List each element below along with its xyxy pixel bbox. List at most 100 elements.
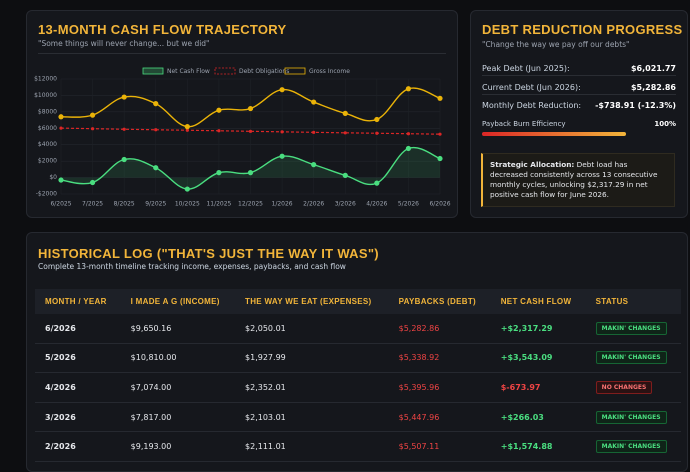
point: [247, 170, 254, 176]
table-cell: $10,810.00: [120, 343, 236, 374]
point: [342, 172, 348, 178]
point: [311, 162, 317, 168]
table-cell: 3/2026: [35, 402, 121, 433]
table-cell: $1,927.99: [235, 343, 389, 374]
table-row: 5/2026 $10,810.00 $1,927.99 $5,338.92 +$3,54…: [35, 343, 681, 374]
table-cell: $2,050.01: [235, 314, 389, 344]
point: [184, 124, 190, 130]
table-cell: +$1,574.88: [490, 431, 586, 462]
x-tick-label: 12/2025: [238, 201, 263, 208]
page: 13-MONTH CASH FLOW TRAJECTORY "Some thin…: [26, 10, 688, 472]
legend-swatch: [214, 67, 236, 75]
table-cell: $9,193.00: [120, 431, 236, 462]
y-tick-label: $6000: [38, 125, 57, 132]
debt-row: Current Debt (Jun 2026): $5,282.86: [482, 83, 676, 92]
point: [437, 95, 443, 101]
table-cell: $5,338.92: [388, 343, 491, 374]
y-tick-label: $2000: [38, 158, 57, 165]
table-cell: $7,817.00: [120, 402, 236, 433]
point: [374, 180, 380, 186]
point: [311, 99, 317, 105]
table-cell: +$3,543.09: [490, 343, 586, 374]
debt-value: $6,021.77: [630, 64, 676, 73]
point: [185, 128, 189, 132]
legend-label: Net Cash Flow: [167, 68, 210, 75]
point: [405, 145, 412, 152]
table-cell: 5/2026: [35, 343, 121, 374]
point: [89, 112, 96, 118]
point: [280, 130, 284, 134]
column-header: STATUS: [585, 289, 681, 314]
y-tick-label: $4000: [38, 141, 57, 148]
point: [374, 116, 380, 123]
legend-swatch: [142, 67, 164, 75]
point: [59, 126, 63, 130]
table-body: 6/2026 $9,650.16 $2,050.01 $5,282.86 +$2,317…: [35, 314, 681, 462]
point: [184, 186, 190, 192]
x-tick-label: 6/2025: [50, 201, 71, 208]
header-row: MONTH / YEAR I MADE A G (INCOME) THE WAY W…: [35, 289, 681, 314]
point: [343, 131, 347, 135]
debt-card: DEBT REDUCTION PROGRESS "Change the way …: [470, 10, 688, 218]
table-cell: $5,447.96: [388, 402, 491, 433]
table-cell: $2,111.01: [235, 431, 389, 462]
table-cell: $2,352.01: [235, 372, 389, 403]
point: [342, 110, 348, 116]
x-tick-label: 5/2026: [398, 201, 419, 208]
debt-title: DEBT REDUCTION PROGRESS: [482, 22, 683, 37]
point: [312, 130, 316, 134]
table-cell: 4/2026: [35, 372, 121, 403]
point: [406, 132, 411, 136]
legend-label: Gross Income: [309, 68, 350, 75]
point: [153, 165, 159, 171]
chart: -$2000 $0 $2000 $4000 $6000 $8000 $10000 $12000…: [34, 67, 451, 208]
chart-subtitle: "Some things will never change... but we…: [38, 39, 210, 48]
chart-card: 13-MONTH CASH FLOW TRAJECTORY "Some thin…: [26, 10, 458, 218]
column-header: NET CASH FLOW: [490, 289, 586, 314]
log-title: HISTORICAL LOG ("THAT'S JUST THE WAY IT …: [38, 246, 379, 261]
table-cell: $9,650.16: [120, 314, 236, 344]
point: [247, 105, 254, 112]
table-row: 4/2026 $7,074.00 $2,352.01 $5,395.96 $-673.9…: [35, 372, 681, 403]
log-subtitle: Complete 13-month timeline tracking inco…: [38, 262, 346, 271]
status-badge: NO CHANGES: [595, 380, 653, 394]
point: [90, 127, 95, 131]
table-cell: $2,103.01: [235, 402, 389, 433]
point: [279, 153, 285, 159]
table-cell: NO CHANGES: [585, 372, 681, 403]
table-cell: 2/2026: [35, 431, 121, 462]
status-badge: MAKIN' CHANGES: [595, 440, 667, 454]
debt-label: Current Debt (Jun 2026):: [482, 82, 581, 92]
divider: [482, 93, 676, 95]
log-table: MONTH / YEAR I MADE A G (INCOME) THE WAY W…: [35, 289, 681, 462]
log-card: HISTORICAL LOG ("THAT'S JUST THE WAY IT …: [26, 232, 688, 472]
table-cell: MAKIN' CHANGES: [585, 343, 681, 374]
y-tick-label: $0: [49, 174, 57, 181]
divider: [38, 53, 446, 54]
x-tick-label: 7/2025: [82, 201, 103, 208]
callout: Strategic Allocation: Debt load has decr…: [481, 153, 675, 207]
table-cell: +$266.03: [490, 402, 586, 433]
status-badge: MAKIN' CHANGES: [595, 410, 667, 424]
x-tick-label: 4/2026: [366, 201, 387, 208]
point: [279, 87, 285, 93]
point: [405, 86, 412, 92]
point: [437, 155, 443, 162]
callout-text: Debt load has decreased consistently acr…: [490, 160, 658, 199]
point: [122, 127, 126, 131]
debt-label: Peak Debt (Jun 2025):: [482, 64, 570, 73]
efficiency-value: 100%: [654, 120, 676, 128]
point: [58, 177, 64, 183]
chart-title: 13-MONTH CASH FLOW TRAJECTORY: [38, 22, 287, 37]
table-cell: MAKIN' CHANGES: [585, 314, 681, 344]
debt-value: $5,282.86: [630, 82, 676, 92]
table-cell: $5,282.86: [388, 314, 491, 344]
table-cell: MAKIN' CHANGES: [585, 431, 681, 462]
table-cell: $5,507.11: [388, 431, 491, 462]
table-cell: +$2,317.29: [490, 314, 586, 344]
column-header: PAYBACKS (DEBT): [388, 289, 491, 314]
y-tick-label: $8000: [38, 108, 57, 115]
point: [216, 170, 222, 176]
debt-row: Peak Debt (Jun 2025): $6,021.77: [482, 64, 676, 73]
debt-label: Monthly Debt Reduction:: [482, 101, 582, 110]
